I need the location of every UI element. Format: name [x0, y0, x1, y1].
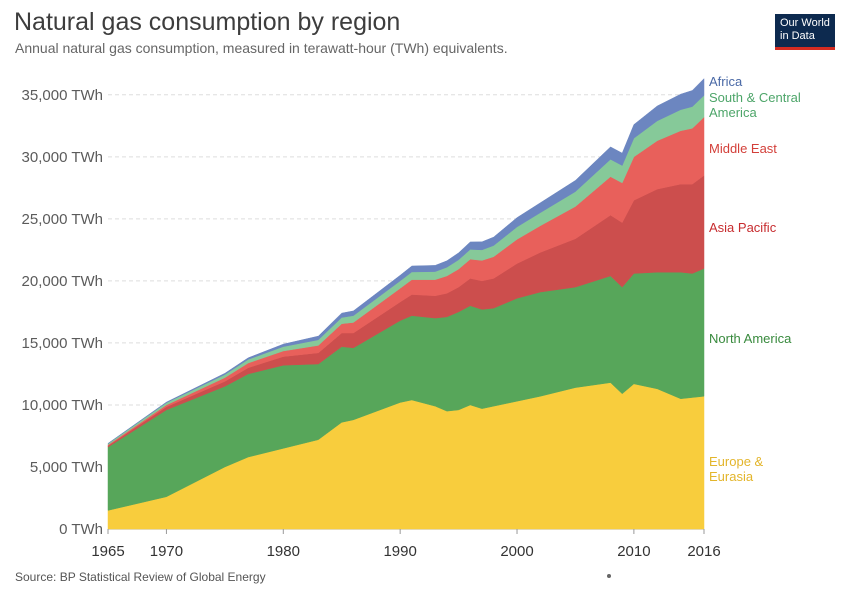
x-tick-label: 2000	[500, 543, 533, 560]
x-axis-ticks: 1965 1970 1980 1990 2000 2010 2016	[91, 529, 721, 560]
area-africa[interactable]	[107, 78, 705, 445]
chart-title: Natural gas consumption by region	[14, 8, 401, 36]
legend-label-middle-east[interactable]: Middle East	[709, 141, 777, 156]
x-tick-label: 1970	[150, 543, 183, 560]
y-tick-label: 15,000 TWh	[22, 335, 103, 352]
legend-label-europe-eurasia[interactable]: Europe & Eurasia	[709, 454, 764, 484]
x-tick-label: 2016	[687, 543, 720, 560]
series-labels: Europe & Eurasia North America Asia Pacific…	[709, 74, 801, 484]
source-note: Source: BP Statistical Review of Global …	[15, 570, 266, 584]
y-axis-ticks: 0 TWh 5,000 TWh 10,000 TWh 15,000 TWh 20,000…	[22, 87, 103, 538]
logo-line-1: Our World	[780, 17, 830, 29]
y-tick-label: 35,000 TWh	[22, 87, 103, 104]
legend-label-africa[interactable]: Africa	[709, 74, 743, 89]
y-tick-label: 25,000 TWh	[22, 211, 103, 228]
y-tick-label: 20,000 TWh	[22, 273, 103, 290]
y-tick-label: 10,000 TWh	[22, 397, 103, 414]
owid-logo[interactable]: Our World in Data	[775, 14, 835, 50]
x-tick-label: 1990	[383, 543, 416, 560]
legend-label-asia-pacific[interactable]: Asia Pacific	[709, 220, 777, 235]
x-tick-label: 1965	[91, 543, 124, 560]
legend-label-south-central-america[interactable]: South & Central America	[709, 90, 801, 120]
x-tick-label: 1980	[267, 543, 300, 560]
y-tick-label: 0 TWh	[59, 521, 103, 538]
logo-line-2: in Data	[780, 30, 815, 42]
x-tick-label: 2010	[617, 543, 650, 560]
y-tick-label: 30,000 TWh	[22, 149, 103, 166]
legend-label-north-america[interactable]: North America	[709, 331, 792, 346]
pagination-dot[interactable]	[607, 574, 611, 578]
area-series	[107, 78, 705, 530]
chart-subtitle: Annual natural gas consumption, measured…	[15, 40, 508, 56]
y-tick-label: 5,000 TWh	[30, 459, 103, 476]
